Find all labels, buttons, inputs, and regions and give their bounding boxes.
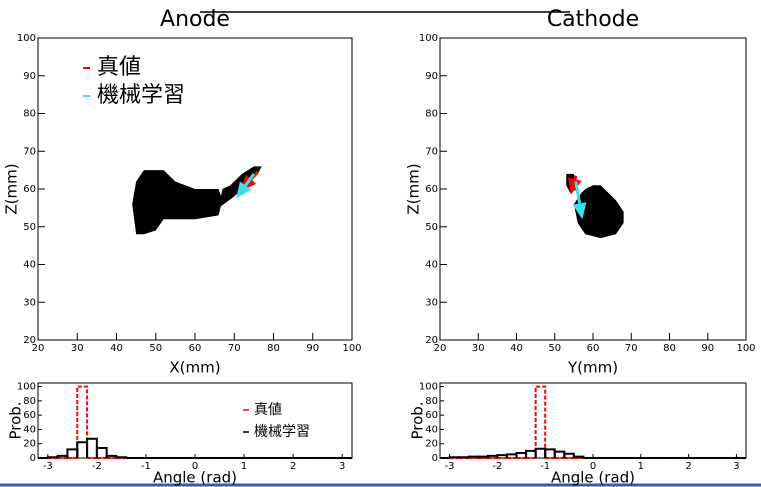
y-tick-label: 40 <box>425 424 438 435</box>
x-tick-label: 70 <box>625 343 638 354</box>
arrow-shaft <box>576 181 580 203</box>
legend-label: 真値 <box>254 402 282 418</box>
x-tick-label: 50 <box>548 343 561 354</box>
y-tick-label: 100 <box>419 33 438 44</box>
legend-label: 機械学習 <box>254 424 310 440</box>
x-tick-label: -3 <box>445 461 455 472</box>
x-axis-label: Angle (rad) <box>551 469 635 487</box>
histogram-bin <box>545 449 555 458</box>
y-tick-label: 100 <box>17 33 36 44</box>
y-tick-label: 50 <box>425 222 438 233</box>
y-tick-label: 90 <box>23 71 36 82</box>
y-tick-label: 50 <box>23 222 36 233</box>
x-tick-label: 3 <box>339 461 345 472</box>
y-tick-label: 80 <box>23 109 36 120</box>
x-tick-label: 30 <box>71 343 84 354</box>
x-tick-label: 80 <box>663 343 676 354</box>
legend-label: 真値 <box>97 55 141 80</box>
histogram-bin <box>77 442 87 458</box>
histogram-bin <box>87 439 97 458</box>
y-tick-label: 0 <box>432 453 438 464</box>
x-tick-label: -1 <box>141 461 151 472</box>
plot-frame <box>38 383 352 458</box>
x-tick-label: -2 <box>92 461 102 472</box>
histogram-bin <box>97 448 107 458</box>
y-axis-label: Prob. <box>7 401 25 439</box>
y-tick-label: 60 <box>425 184 438 195</box>
x-tick-label: 60 <box>189 343 202 354</box>
histogram-bin <box>536 387 546 458</box>
y-tick-label: 30 <box>23 297 36 308</box>
histogram-bin <box>459 457 469 458</box>
chart-title: Anode <box>160 7 230 32</box>
y-tick-label: 0 <box>30 453 36 464</box>
histogram-bin <box>536 449 546 458</box>
x-tick-label: 50 <box>149 343 162 354</box>
y-tick-label: 30 <box>425 297 438 308</box>
y-tick-label: 80 <box>23 396 36 407</box>
y-axis-label: Prob. <box>409 401 427 439</box>
y-tick-label: 80 <box>425 109 438 120</box>
x-tick-label: 2 <box>290 461 296 472</box>
x-tick-label: -2 <box>492 461 502 472</box>
x-tick-label: 2 <box>685 461 691 472</box>
y-tick-label: 90 <box>425 71 438 82</box>
y-tick-label: 70 <box>425 146 438 157</box>
y-tick-label: 60 <box>23 410 36 421</box>
y-tick-label: 80 <box>425 396 438 407</box>
x-tick-label: 100 <box>736 343 755 354</box>
x-tick-label: 1 <box>638 461 644 472</box>
histogram-bin <box>48 457 58 458</box>
y-tick-label: 40 <box>23 260 36 271</box>
histogram-bin <box>526 451 536 458</box>
y-tick-label: 60 <box>23 184 36 195</box>
x-tick-label: 60 <box>587 343 600 354</box>
x-tick-label: 90 <box>306 343 319 354</box>
plot-frame <box>440 383 746 458</box>
x-axis-label: Angle (rad) <box>153 469 237 487</box>
x-tick-label: 40 <box>110 343 123 354</box>
legend-label: 機械学習 <box>97 83 185 108</box>
x-axis-label: X(mm) <box>169 359 220 377</box>
slide: 20304050607080901002030405060708090100X(… <box>0 0 761 487</box>
y-axis-label: Z(mm) <box>3 163 21 214</box>
y-tick-label: 20 <box>425 439 438 450</box>
histogram-bin <box>117 457 127 458</box>
x-tick-label: 80 <box>267 343 280 354</box>
y-axis-label: Z(mm) <box>405 163 423 214</box>
arrow-shaft <box>575 176 576 179</box>
chart-title: Cathode <box>547 7 639 32</box>
y-tick-label: 40 <box>425 260 438 271</box>
x-tick-label: 70 <box>228 343 241 354</box>
x-tick-label: 1 <box>241 461 247 472</box>
x-tick-label: -1 <box>540 461 550 472</box>
y-tick-label: 20 <box>425 335 438 346</box>
y-tick-label: 60 <box>425 410 438 421</box>
histogram-bin <box>77 387 87 458</box>
histogram-bin <box>450 457 460 458</box>
x-tick-label: 30 <box>472 343 485 354</box>
hit-region <box>132 170 222 234</box>
y-tick-label: 20 <box>23 439 36 450</box>
y-tick-label: 20 <box>23 335 36 346</box>
y-tick-label: 100 <box>17 382 36 393</box>
y-tick-label: 70 <box>23 146 36 157</box>
x-tick-label: 40 <box>510 343 523 354</box>
x-tick-label: 100 <box>342 343 361 354</box>
y-tick-label: 100 <box>419 382 438 393</box>
histogram-bin <box>67 449 77 458</box>
x-tick-label: -3 <box>43 461 53 472</box>
x-tick-label: 3 <box>733 461 739 472</box>
y-tick-label: 40 <box>23 424 36 435</box>
x-tick-label: 90 <box>701 343 714 354</box>
x-axis-label: Y(mm) <box>567 359 618 377</box>
